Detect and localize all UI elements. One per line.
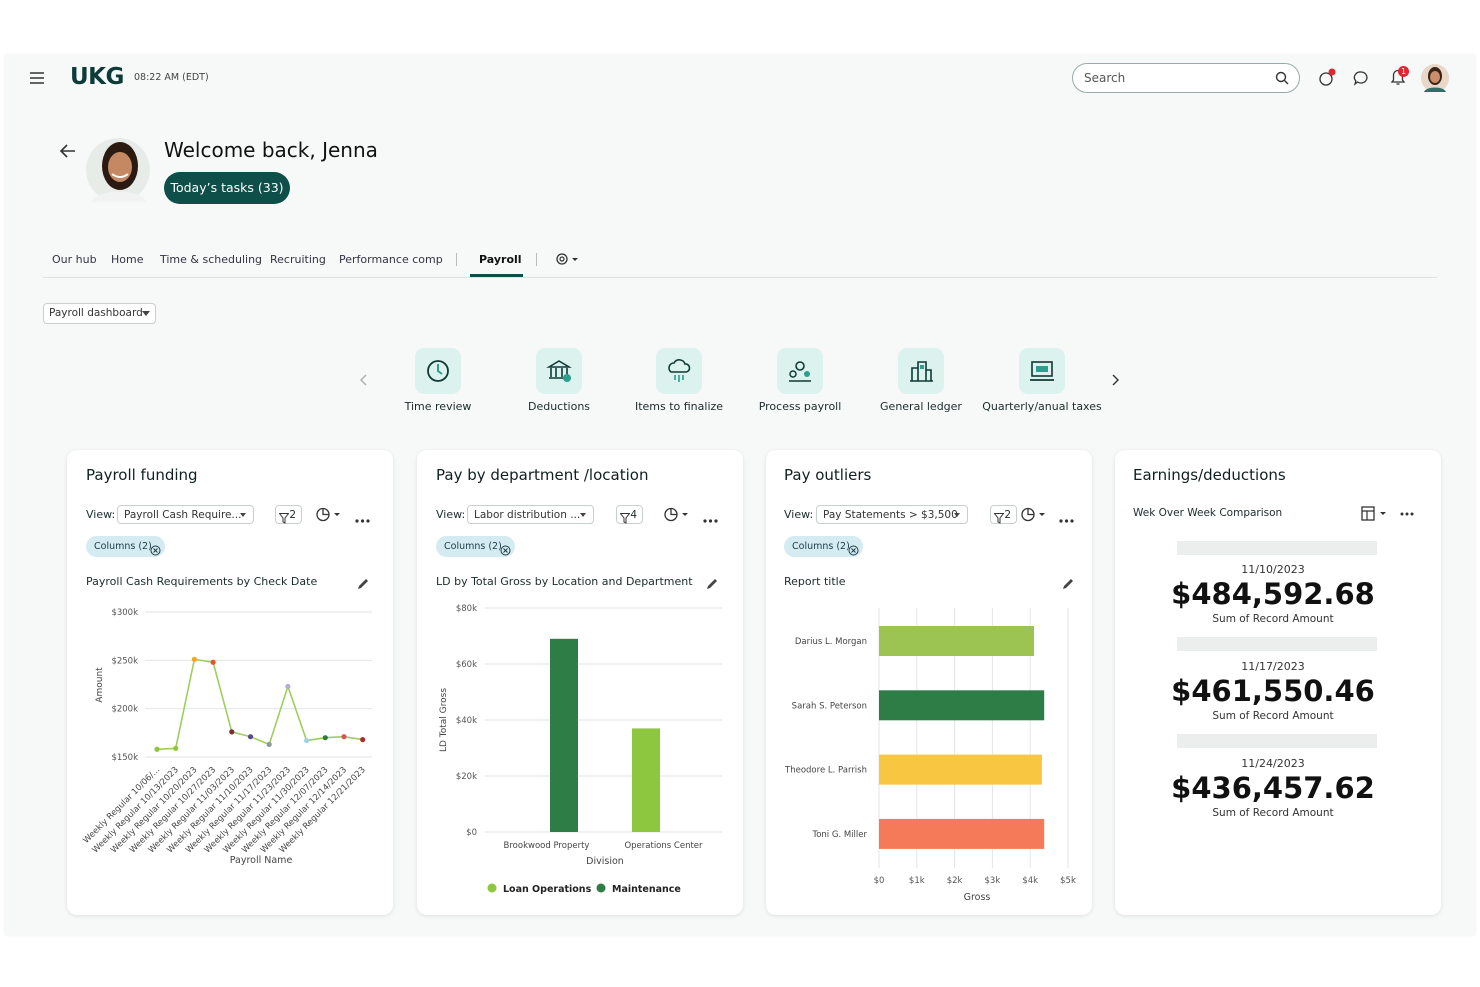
quick-link-label[interactable]: Quarterly/anual taxes (982, 400, 1102, 413)
tab[interactable]: Performance comp (339, 253, 443, 266)
tab[interactable]: Time & scheduling (160, 253, 263, 266)
card-subtitle: Wek Over Week Comparison (1133, 507, 1283, 519)
profile-photo (86, 138, 150, 202)
kpi-date: 11/17/2023 (1241, 660, 1305, 673)
kpi-header-bar (1177, 541, 1377, 555)
search-placeholder: Search (1084, 71, 1126, 85)
kpi-label: Sum of Record Amount (1212, 710, 1334, 722)
view-select[interactable]: Payroll Cash Require... (117, 505, 254, 524)
card (417, 450, 743, 915)
card (1115, 450, 1441, 915)
filter-button[interactable]: 2 (990, 505, 1017, 524)
columns-chip[interactable]: Columns (2) (86, 536, 165, 557)
chat-icon[interactable] (1353, 70, 1369, 86)
tab-separator (456, 253, 457, 266)
kpi-header-bar (1177, 637, 1377, 651)
chart-title: LD by Total Gross by Location and Depart… (436, 575, 693, 588)
chart-title: Payroll Cash Requirements by Check Date (86, 575, 318, 588)
dashboard-select-text: Payroll dashboard (49, 307, 143, 319)
view-label: View: (784, 508, 814, 521)
notification-badge: 1 (1398, 66, 1409, 77)
edit-button[interactable] (357, 575, 370, 594)
more-button[interactable] (703, 510, 719, 529)
tab-active[interactable]: Payroll (479, 253, 522, 266)
quick-link-icon[interactable] (898, 348, 944, 394)
quick-link-icon[interactable] (1019, 348, 1065, 394)
chart-type-button[interactable] (316, 507, 346, 526)
search-icon (1275, 71, 1289, 85)
tab[interactable]: Our hub (52, 253, 97, 266)
kpi-amount: $484,592.68 (1171, 577, 1375, 611)
kpi-date: 11/10/2023 (1241, 563, 1305, 576)
tabs-divider (43, 277, 1437, 278)
chip-remove[interactable] (500, 541, 511, 560)
filter-button[interactable]: 2 (275, 505, 302, 524)
chip-remove[interactable] (150, 541, 161, 560)
quick-link-label[interactable]: Process payroll (758, 400, 842, 413)
card-title[interactable]: Pay outliers (784, 466, 872, 484)
kpi-label: Sum of Record Amount (1212, 613, 1334, 625)
logo[interactable]: UKG (70, 64, 124, 90)
chip-remove[interactable] (848, 541, 859, 560)
more-button[interactable] (355, 510, 371, 529)
tab-separator (536, 253, 537, 266)
tasks-button[interactable]: Today’s tasks (33) (164, 172, 290, 204)
quick-link-label[interactable]: Deductions (527, 400, 591, 413)
card-title[interactable]: Pay by department /location (436, 466, 649, 484)
quick-link-label[interactable]: Items to finalize (634, 400, 724, 413)
carousel-next[interactable] (1110, 374, 1120, 386)
quick-link-icon[interactable] (777, 348, 823, 394)
dashboard-select[interactable]: Payroll dashboard (43, 303, 156, 324)
view-select[interactable]: Pay Statements > $3,500 (816, 505, 968, 524)
active-tab-indicator (470, 274, 523, 277)
quick-link-label[interactable]: Time review (404, 400, 472, 413)
quick-link-icon[interactable] (415, 348, 461, 394)
back-button[interactable] (59, 143, 77, 159)
caret (142, 311, 150, 316)
view-select[interactable]: Labor distribution ... (467, 505, 594, 524)
welcome-title: Welcome back, Jenna (164, 138, 378, 162)
edit-button[interactable] (706, 575, 719, 594)
menu-button[interactable] (29, 70, 45, 86)
kpi-header-bar (1177, 734, 1377, 748)
card-title[interactable]: Earnings/deductions (1133, 466, 1286, 484)
tab[interactable]: Home (111, 253, 144, 266)
view-label: View: (436, 508, 466, 521)
chart-type-button[interactable] (1021, 507, 1051, 526)
edit-button[interactable] (1062, 575, 1075, 594)
view-label: View: (86, 508, 116, 521)
filter-button[interactable]: 4 (616, 505, 643, 524)
card-tools[interactable] (1361, 506, 1421, 522)
kpi-amount: $461,550.46 (1171, 674, 1375, 708)
quick-link-label[interactable]: General ledger (880, 400, 962, 413)
clock: 08:22 AM (EDT) (134, 72, 209, 83)
columns-chip[interactable]: Columns (2) (784, 536, 863, 557)
card-title[interactable]: Payroll funding (86, 466, 198, 484)
more-button[interactable] (1059, 510, 1075, 529)
carousel-prev[interactable] (359, 374, 369, 386)
chart-type-button[interactable] (664, 507, 694, 526)
columns-chip[interactable]: Columns (2) (436, 536, 515, 557)
search-box[interactable]: Search (1072, 63, 1300, 93)
kpi-label: Sum of Record Amount (1212, 807, 1334, 819)
kpi-date: 11/24/2023 (1241, 757, 1305, 770)
quick-link-icon[interactable] (536, 348, 582, 394)
help-icon[interactable] (1318, 68, 1338, 88)
tab[interactable]: Recruiting (270, 253, 326, 266)
quick-link-icon[interactable] (656, 348, 702, 394)
chart-title: Report title (784, 575, 846, 588)
user-avatar[interactable] (1421, 64, 1449, 92)
kpi-amount: $436,457.62 (1171, 771, 1375, 805)
tab-settings[interactable] (554, 251, 580, 267)
